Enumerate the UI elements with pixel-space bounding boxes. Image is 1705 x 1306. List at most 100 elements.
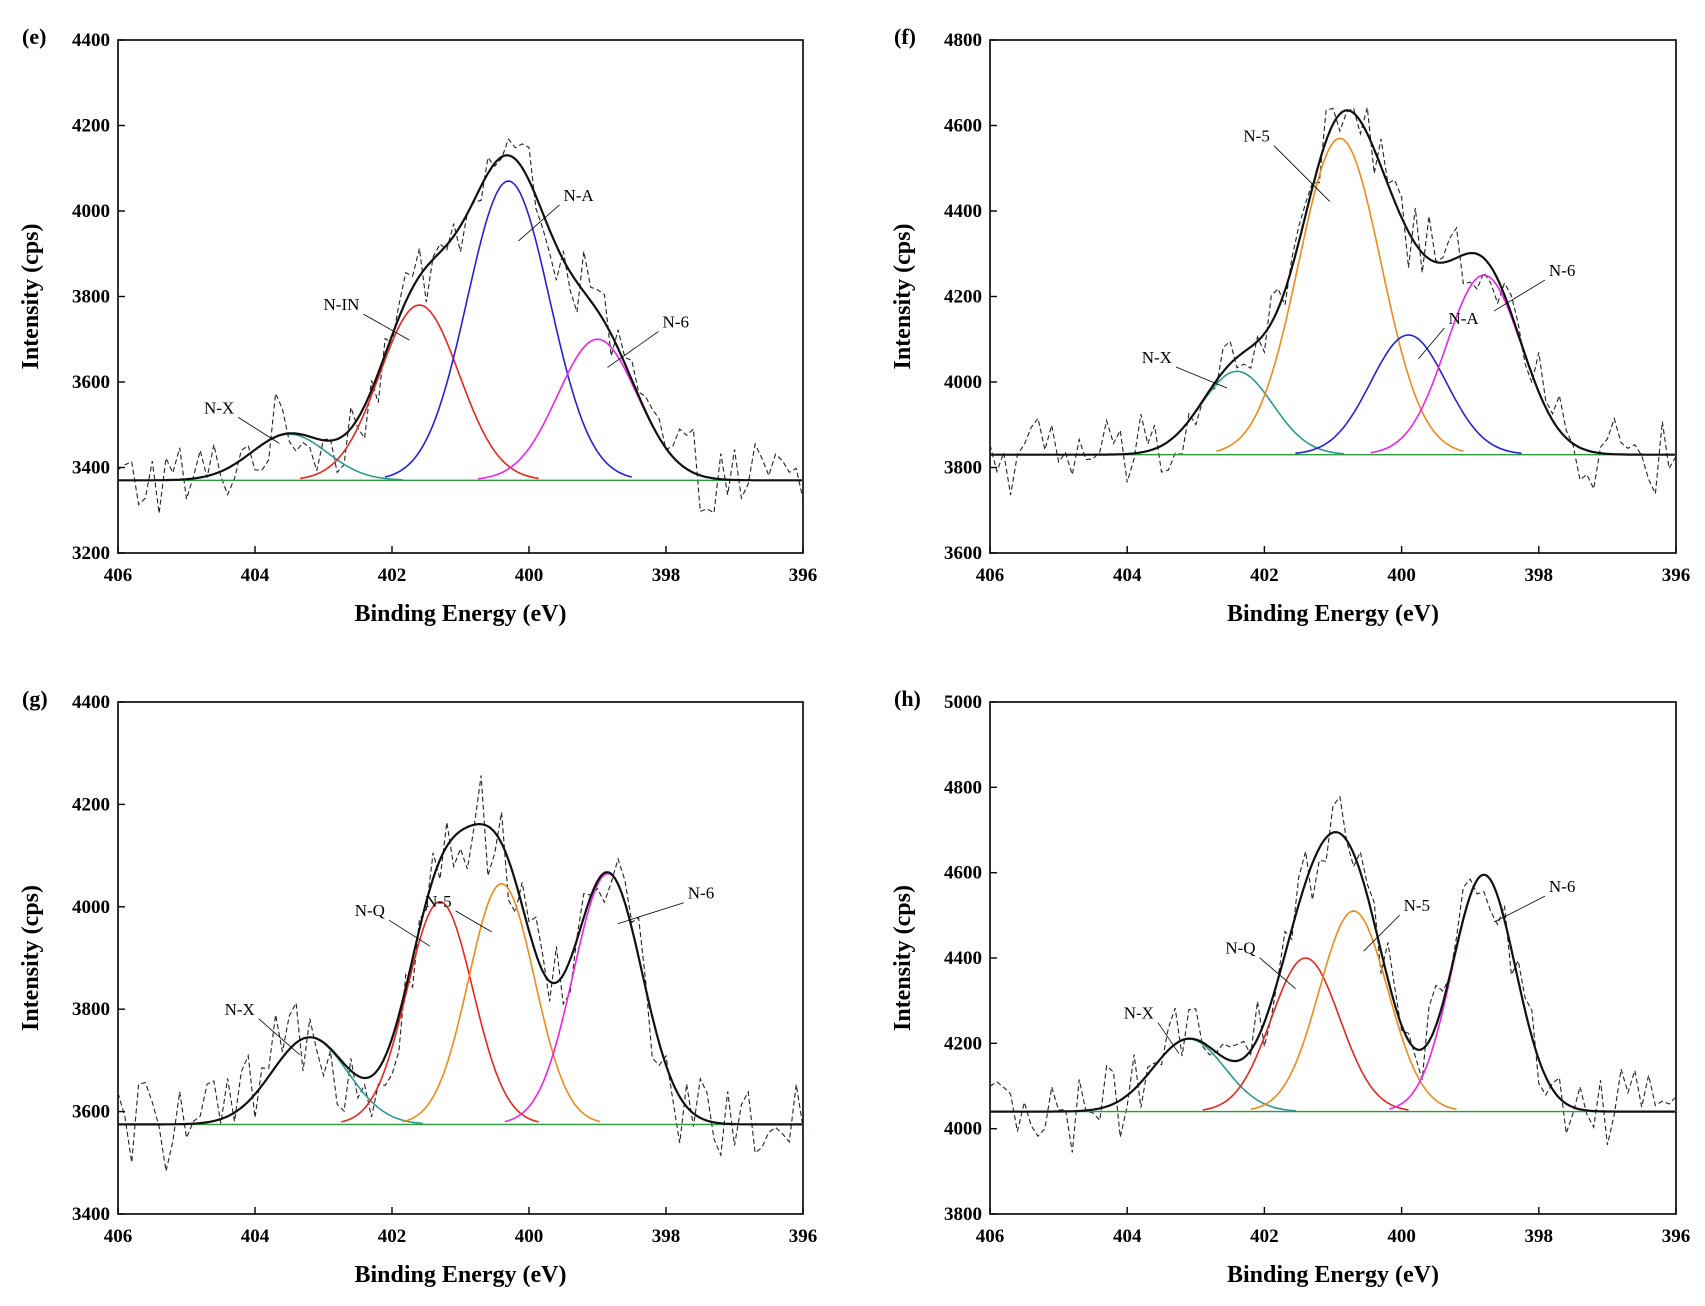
peak-annotation: N-A: [1448, 309, 1479, 328]
y-tick-label: 4600: [944, 863, 982, 884]
x-axis-label: Binding Energy (eV): [1227, 601, 1439, 627]
y-tick-label: 3800: [72, 287, 110, 308]
x-axis-label: Binding Energy (eV): [354, 601, 566, 627]
annotation-leader: [1493, 895, 1546, 923]
panel-label: (g): [22, 686, 48, 711]
annotation-leader: [1493, 279, 1546, 312]
peak-annotation: N-6: [1549, 877, 1575, 896]
chart-panel-4: (h) 3800 4000 4200 4400 4600 4800 5000 406 404 402…: [890, 686, 1690, 1288]
peak-curve-n-q: [341, 900, 539, 1123]
x-tick-label: 396: [1662, 565, 1691, 586]
x-tick-label: 402: [378, 565, 407, 586]
y-tick-label: 4000: [72, 201, 110, 222]
y-tick-label: 3200: [72, 543, 110, 564]
x-tick-label: 404: [1113, 1226, 1142, 1247]
peak-curve-n-a: [1295, 334, 1522, 455]
peak-annotation: N-X: [1142, 348, 1172, 367]
x-tick-label: 398: [1525, 565, 1554, 586]
x-tick-label: 402: [1250, 565, 1279, 586]
y-tick-label: 4200: [72, 794, 110, 815]
peak-curve-n-a: [384, 180, 632, 478]
x-tick-label: 396: [1662, 1226, 1691, 1247]
annotation-leader: [607, 331, 659, 368]
chart-panel-2: (f) 3600 3800 4000 4200 4400 4600 4800 406 404 402…: [890, 24, 1690, 627]
y-tick-label: 4200: [944, 287, 982, 308]
peak-annotation: N-X: [1124, 1004, 1154, 1023]
peak-annotation: N-6: [1549, 261, 1575, 280]
y-tick-label: 3800: [944, 458, 982, 479]
x-tick-label: 398: [652, 565, 681, 586]
annotation-leader: [258, 1018, 301, 1056]
x-tick-label: 406: [104, 1226, 133, 1247]
y-tick-label: 4000: [72, 897, 110, 918]
envelope-fit-line: [990, 109, 1676, 456]
panel-label: (f): [894, 24, 916, 49]
peak-annotation: N-A: [563, 186, 594, 205]
panel-label: (e): [22, 24, 46, 49]
peak-curve-n-in: [300, 304, 539, 480]
annotation-leader: [1157, 1022, 1180, 1054]
peak-annotation: N-X: [225, 1000, 255, 1019]
peak-annotation: N-5: [1404, 896, 1430, 915]
raw-data-line: [989, 107, 1677, 496]
y-tick-label: 3600: [944, 543, 982, 564]
annotation-leader: [363, 313, 410, 341]
annotation-leader: [1273, 145, 1331, 202]
peak-curve-n-6: [504, 872, 711, 1123]
y-tick-label: 3600: [72, 372, 110, 393]
y-tick-label: 3400: [72, 1204, 110, 1225]
y-tick-label: 4400: [944, 201, 982, 222]
x-tick-label: 400: [515, 565, 544, 586]
x-tick-label: 406: [976, 1226, 1005, 1247]
y-tick-label: 4200: [944, 1033, 982, 1054]
peak-curve-n-6: [478, 338, 717, 480]
annotation-leader: [617, 902, 684, 925]
annotation-leader: [455, 910, 492, 933]
chart-panel-1: (e) 3200 3400 3600 3800 4000 4200 4400 406 404 402…: [18, 24, 817, 627]
y-axis-label: Intensity (cps): [890, 885, 916, 1031]
peak-curve-n-5: [1216, 137, 1464, 452]
y-tick-label: 4000: [944, 1119, 982, 1140]
envelope-fit-line: [118, 154, 803, 482]
plot-frame: [117, 701, 804, 1215]
y-tick-label: 4600: [944, 116, 982, 137]
annotation-leader: [388, 919, 431, 947]
x-tick-label: 396: [789, 1226, 818, 1247]
y-tick-label: 4800: [944, 30, 982, 51]
y-tick-label: 3400: [72, 458, 110, 479]
y-axis-label: Intensity (cps): [18, 885, 44, 1031]
peak-annotation: N-6: [663, 312, 689, 331]
peak-annotation: N-5: [425, 892, 451, 911]
y-axis-label: Intensity (cps): [890, 223, 916, 369]
raw-data-line: [117, 137, 804, 514]
x-tick-label: 402: [1250, 1226, 1279, 1247]
x-axis-label: Binding Energy (eV): [354, 1262, 566, 1288]
x-tick-label: 406: [976, 565, 1005, 586]
envelope-fit-line: [990, 830, 1676, 1113]
peak-annotation: N-5: [1243, 127, 1269, 146]
peak-annotation: N-6: [688, 884, 714, 903]
annotation-leader: [1259, 957, 1296, 990]
y-tick-label: 5000: [944, 692, 982, 713]
panel-label: (h): [894, 686, 921, 711]
y-tick-label: 3800: [944, 1204, 982, 1225]
peak-curve-n-q: [1202, 957, 1409, 1111]
raw-data-line: [117, 775, 804, 1172]
peak-annotation: N-Q: [1225, 939, 1255, 958]
x-tick-label: 398: [652, 1226, 681, 1247]
plot-frame: [989, 701, 1677, 1215]
x-tick-label: 396: [789, 565, 818, 586]
x-axis-label: Binding Energy (eV): [1227, 1262, 1439, 1288]
y-tick-label: 4400: [944, 948, 982, 969]
annotation-leader: [1418, 327, 1445, 360]
peak-annotation: N-IN: [324, 295, 360, 314]
y-axis-label: Intensity (cps): [18, 223, 44, 369]
raw-data-line: [989, 795, 1677, 1153]
peak-annotation: N-Q: [355, 901, 385, 920]
peak-curve-n-5: [1250, 910, 1457, 1111]
x-tick-label: 404: [241, 565, 270, 586]
y-tick-label: 4800: [944, 777, 982, 798]
annotation-leader: [238, 417, 280, 444]
annotation-leader: [518, 204, 560, 242]
